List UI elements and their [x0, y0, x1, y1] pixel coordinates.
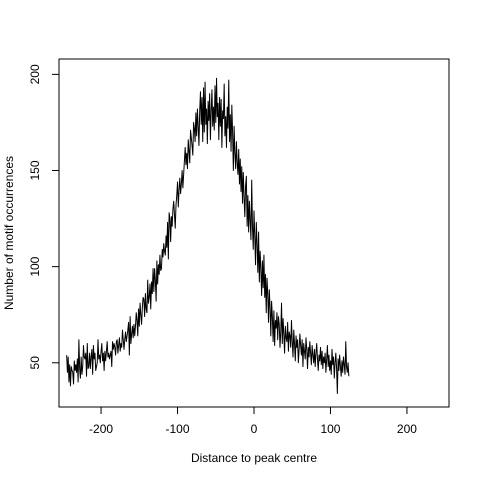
y-tick-label: 200 — [28, 64, 42, 84]
x-tick-label: -200 — [89, 422, 113, 436]
y-tick-label: 150 — [28, 160, 42, 180]
y-axis: 50 100 150 200 — [28, 64, 60, 370]
plot-area — [66, 77, 350, 395]
x-axis: -200 -100 0 100 200 — [89, 406, 417, 436]
series-line-0 — [66, 77, 350, 395]
x-tick-label: 0 — [251, 422, 258, 436]
x-tick-label: 200 — [397, 422, 417, 436]
y-tick-label: 50 — [28, 356, 42, 370]
x-tick-label: -100 — [166, 422, 190, 436]
y-axis-title: Number of motif occurrences — [2, 156, 16, 310]
x-tick-label: 100 — [320, 422, 340, 436]
y-tick-label: 100 — [28, 256, 42, 276]
x-axis-title: Distance to peak centre — [191, 451, 317, 465]
